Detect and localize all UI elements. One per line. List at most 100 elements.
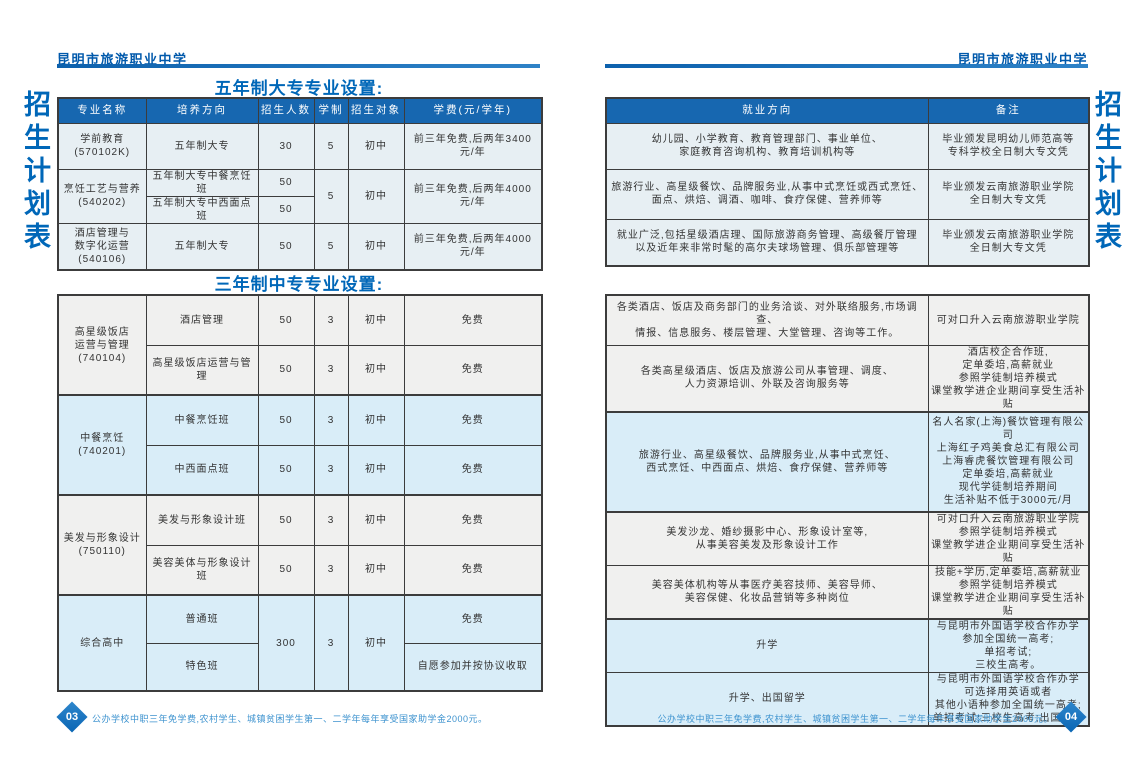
remark-cell: 毕业颁发云南旅游职业学院 全日制大专文凭 — [927, 218, 1090, 267]
table-row: 美容美体机构等从事医疗美容技师、美容导师、 美容保健、化妆品营销等多种岗位 技能… — [605, 564, 1090, 619]
target-cell: 初中 — [347, 544, 405, 596]
table-row: 升学、出国留学 与昆明市外国语学校合作办学 可选择用英语或者 其他小语种参加全国… — [605, 671, 1090, 726]
table-row: 中西面点班 50 3 初中 免费 — [58, 444, 543, 496]
direction-cell: 特色班 — [145, 642, 259, 692]
table-row: 特色班 自愿参加并按协议收取 — [58, 642, 543, 692]
enrollment-cell: 50 — [257, 222, 315, 271]
years-cell: 3 — [313, 344, 349, 396]
remark-cell: 酒店校企合作班, 定单委培,高薪就业 参照学徒制培养模式 课堂教学进企业期间享受… — [927, 344, 1090, 412]
remark-cell: 毕业颁发昆明幼儿师范高等 专科学校全日制大专文凭 — [927, 122, 1090, 170]
direction-cell: 普通班 — [145, 594, 259, 644]
direction-cell: 美容美体与形象设计班 — [145, 544, 259, 596]
major-cell: 中餐烹饪 (740201) — [57, 394, 147, 496]
target-cell: 初中 — [347, 294, 405, 346]
header-rule-left — [57, 64, 540, 68]
col-header-employment: 就业方向 — [605, 97, 929, 124]
three-year-section-title: 三年制中专专业设置: — [214, 275, 384, 294]
table-header-row: 专业名称 培养方向 招生人数 学制 招生对象 学费(元/学年) — [57, 97, 543, 124]
enrollment-cell: 50 — [257, 444, 315, 496]
col-header-fee: 学费(元/学年) — [403, 97, 543, 124]
target-cell: 初中 — [347, 344, 405, 396]
sidebar-title-right: 招生计划表 — [1091, 90, 1121, 255]
table-row: 综合高中 普通班 300 3 初中 免费 — [57, 594, 543, 692]
direction-cell: 酒店管理 — [145, 294, 259, 346]
remark-cell: 与昆明市外国语学校合作办学 可选择用英语或者 其他小语种参加全国统一高考; 单招… — [927, 671, 1090, 726]
direction-cell: 高星级饭店运营与管理 — [145, 344, 259, 396]
fee-cell: 自愿参加并按协议收取 — [403, 642, 543, 692]
table-row: 各类酒店、饭店及商务部门的业务洽谈、对外联络服务,市场调查、 情报、信息服务、楼… — [605, 294, 1090, 346]
target-cell: 初中 — [347, 222, 405, 271]
fee-cell: 前三年免费,后两年4000元/年 — [403, 222, 543, 271]
table-row: 美发与形象设计 (750110) 美发与形象设计班 50 3 初中 免费 — [57, 494, 543, 596]
major-cell: 综合高中 — [57, 594, 147, 692]
page-number: 04 — [1064, 711, 1078, 723]
enrollment-cell: 30 — [257, 122, 315, 170]
table-row: 酒店管理与 数字化运营 (540106) 五年制大专 50 5 初中 前三年免费… — [57, 222, 543, 271]
employment-cell: 美容美体机构等从事医疗美容技师、美容导师、 美容保健、化妆品营销等多种岗位 — [605, 564, 929, 619]
years-cell: 3 — [313, 444, 349, 496]
table-row: 高星级饭店 运营与管理 (740104) 酒店管理 50 3 初中 免费 — [57, 294, 543, 396]
target-cell: 初中 — [347, 394, 405, 446]
fee-cell: 免费 — [403, 444, 543, 496]
years-cell: 3 — [313, 544, 349, 596]
sidebar-title-left: 招生计划表 — [20, 90, 50, 255]
direction-cell: 五年制大专 — [145, 122, 259, 170]
remark-cell: 毕业颁发云南旅游职业学院 全日制大专文凭 — [927, 168, 1090, 220]
table-row: 美发沙龙、婚纱摄影中心、形象设计室等, 从事美容美发及形象设计工作 可对口升入云… — [605, 510, 1090, 566]
major-cell: 学前教育 (570102K) — [57, 122, 147, 170]
footer-note-left: 公办学校中职三年免学费,农村学生、城镇贫困学生第一、二学年每年享受国家助学金20… — [92, 714, 488, 724]
employment-cell: 各类酒店、饭店及商务部门的业务洽谈、对外联络服务,市场调查、 情报、信息服务、楼… — [605, 294, 929, 346]
table-row: 烹饪工艺与营养 (540202) 五年制大专中餐烹饪班 50 5 初中 前三年免… — [57, 168, 543, 224]
years-cell: 3 — [313, 594, 349, 692]
direction-cell: 中餐烹饪班 — [145, 394, 259, 446]
enrollment-cell: 50 — [257, 168, 315, 197]
years-cell: 3 — [313, 294, 349, 346]
employment-cell: 升学、出国留学 — [605, 671, 929, 726]
target-cell: 初中 — [347, 122, 405, 170]
major-cell: 高星级饭店 运营与管理 (740104) — [57, 294, 147, 396]
fee-cell: 前三年免费,后两年3400元/年 — [403, 122, 543, 170]
years-cell: 5 — [313, 122, 349, 170]
header-rule-right — [605, 64, 1088, 68]
col-header-direction: 培养方向 — [145, 97, 259, 124]
employment-cell: 各类高星级酒店、饭店及旅游公司从事管理、调度、 人力资源培训、外联及咨询服务等 — [605, 344, 929, 412]
table-row: 美容美体与形象设计班 50 3 初中 免费 — [58, 544, 543, 596]
target-cell: 初中 — [347, 594, 405, 692]
enrollment-cell: 50 — [257, 195, 315, 224]
enrollment-cell: 50 — [257, 294, 315, 346]
fee-cell: 免费 — [403, 594, 543, 644]
five-year-section-title: 五年制大专专业设置: — [214, 79, 384, 98]
remark-cell: 可对口升入云南旅游职业学院 参照学徒制培养模式 课堂教学进企业期间享受生活补贴 — [927, 510, 1090, 566]
direction-cell: 五年制大专 — [145, 222, 259, 271]
col-header-target: 招生对象 — [347, 97, 405, 124]
remark-cell: 与昆明市外国语学校合作办学 参加全国统一高考; 单招考试; 三校生高考。 — [927, 617, 1090, 673]
table-header-row: 就业方向 备注 — [605, 97, 1090, 124]
employment-cell: 幼儿园、小学教育、教育管理部门、事业单位、 家庭教育咨询机构、教育培训机构等 — [605, 122, 929, 170]
remark-cell: 可对口升入云南旅游职业学院 — [927, 294, 1090, 346]
direction-cell: 五年制大专中餐烹饪班 — [145, 168, 259, 197]
three-year-employment-table: 各类酒店、饭店及商务部门的业务洽谈、对外联络服务,市场调查、 情报、信息服务、楼… — [605, 294, 1090, 727]
direction-cell: 中西面点班 — [145, 444, 259, 496]
employment-cell: 旅游行业、高星级餐饮、品牌服务业,从事中式烹饪、 西式烹饪、中西面点、烘焙、食疗… — [605, 410, 929, 512]
col-header-enrollment: 招生人数 — [257, 97, 315, 124]
enrollment-cell: 50 — [257, 544, 315, 596]
table-row: 高星级饭店运营与管理 50 3 初中 免费 — [58, 344, 543, 396]
five-year-plan-table: 专业名称 培养方向 招生人数 学制 招生对象 学费(元/学年) 学前教育 (57… — [57, 97, 543, 271]
footer-note-right: 公办学校中职三年免学费,农村学生、城镇贫困学生第一、二学年每年享受国家助学金20… — [657, 714, 1053, 724]
employment-cell: 就业广泛,包括星级酒店理、国际旅游商务管理、高级餐厅管理 以及近年来非常时髦的高… — [605, 218, 929, 267]
employment-cell: 升学 — [605, 617, 929, 673]
target-cell: 初中 — [347, 494, 405, 546]
col-header-remarks: 备注 — [927, 97, 1090, 124]
major-cell: 烹饪工艺与营养 (540202) — [57, 168, 147, 224]
five-year-employment-table: 就业方向 备注 幼儿园、小学教育、教育管理部门、事业单位、 家庭教育咨询机构、教… — [605, 97, 1090, 267]
target-cell: 初中 — [347, 444, 405, 496]
table-row: 中餐烹饪 (740201) 中餐烹饪班 50 3 初中 免费 — [57, 394, 543, 496]
table-row: 升学 与昆明市外国语学校合作办学 参加全国统一高考; 单招考试; 三校生高考。 — [605, 617, 1090, 673]
three-year-plan-table: 高星级饭店 运营与管理 (740104) 酒店管理 50 3 初中 免费 高星级… — [57, 294, 543, 692]
fee-cell: 免费 — [403, 294, 543, 346]
table-row: 旅游行业、高星级餐饮、品牌服务业,从事中式烹饪或西式烹饪、 面点、烘焙、调酒、咖… — [605, 168, 1090, 220]
target-cell: 初中 — [347, 168, 405, 224]
table-row: 学前教育 (570102K) 五年制大专 30 5 初中 前三年免费,后两年34… — [57, 122, 543, 170]
col-header-major: 专业名称 — [57, 97, 147, 124]
major-cell: 美发与形象设计 (750110) — [57, 494, 147, 596]
